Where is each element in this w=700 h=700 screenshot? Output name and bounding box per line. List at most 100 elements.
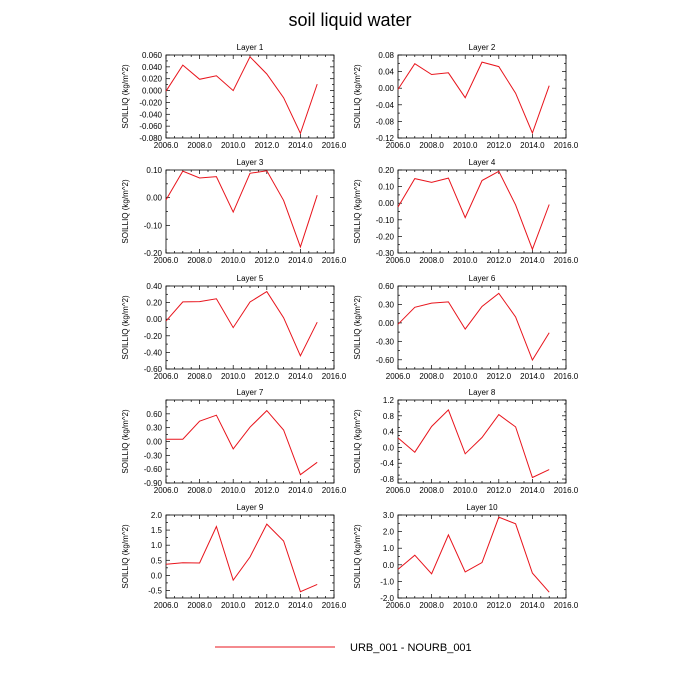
x-tick-label: 2006.0 [386, 141, 411, 150]
y-tick-label: 0.30 [146, 424, 162, 433]
y-axis-label: SOILLIQ (kg/m^2) [121, 409, 130, 474]
y-tick-label: 0.30 [378, 300, 394, 309]
x-tick-label: 2014.0 [288, 256, 313, 265]
y-tick-label: -0.4 [380, 459, 394, 468]
figure-title: soil liquid water [288, 10, 411, 30]
y-tick-label: -0.40 [144, 348, 163, 357]
y-tick-label: -0.12 [376, 134, 395, 143]
plot-frame [165, 285, 335, 370]
panel-title: Layer 6 [469, 274, 496, 283]
y-tick-label: -0.60 [144, 365, 163, 374]
y-tick-label: 2.0 [383, 528, 395, 537]
plot-frame [165, 169, 335, 254]
x-tick-label: 2016.0 [322, 486, 347, 495]
x-tick-label: 2012.0 [255, 372, 280, 381]
x-tick-label: 2010.0 [453, 486, 478, 495]
x-tick-label: 2016.0 [554, 601, 579, 610]
series-line [397, 170, 550, 251]
y-tick-label: -0.10 [144, 221, 163, 230]
y-tick-label: 0.00 [378, 199, 394, 208]
y-axis-label: SOILLIQ (kg/m^2) [121, 524, 130, 589]
x-tick-label: 2014.0 [520, 372, 545, 381]
x-tick-label: 2006.0 [154, 601, 179, 610]
panel-layer-5: Layer 5 SOILLIQ (kg/m^2) 2006.0 2008.0 2010.… [121, 274, 347, 381]
x-tick-label: 2006.0 [386, 601, 411, 610]
y-tick-label: -0.30 [376, 337, 395, 346]
y-tick-label: 0.0 [383, 443, 395, 452]
x-tick-label: 2012.0 [487, 256, 512, 265]
x-tick-label: 2010.0 [221, 372, 246, 381]
x-tick-label: 2016.0 [554, 256, 579, 265]
x-tick-label: 2008.0 [187, 141, 212, 150]
y-tick-label: 0.60 [146, 410, 162, 419]
y-tick-label: -0.10 [376, 216, 395, 225]
y-tick-label: -0.30 [376, 249, 395, 258]
y-tick-label: 0.020 [142, 75, 163, 84]
x-tick-label: 2010.0 [453, 372, 478, 381]
plot-frame [397, 169, 567, 254]
y-tick-label: 0.04 [378, 68, 394, 77]
y-tick-label: 0.08 [378, 51, 394, 60]
x-tick-label: 2012.0 [255, 486, 280, 495]
x-tick-label: 2010.0 [221, 141, 246, 150]
y-tick-label: 0.0 [383, 561, 395, 570]
x-tick-label: 2008.0 [187, 486, 212, 495]
y-axis-label: SOILLIQ (kg/m^2) [353, 409, 362, 474]
x-tick-label: 2010.0 [221, 486, 246, 495]
y-tick-label: -0.5 [148, 586, 162, 595]
panel-title: Layer 10 [466, 503, 498, 512]
x-tick-label: 2008.0 [187, 601, 212, 610]
y-tick-label: 1.2 [383, 396, 395, 405]
x-tick-label: 2012.0 [487, 141, 512, 150]
x-tick-label: 2012.0 [255, 141, 280, 150]
y-tick-label: -0.08 [376, 117, 395, 126]
x-tick-label: 2014.0 [288, 601, 313, 610]
plot-frame [397, 285, 567, 370]
y-tick-label: 0.20 [146, 299, 162, 308]
panel-layer-8: Layer 8 SOILLIQ (kg/m^2) 2006.0 2008.0 2010.… [353, 388, 579, 495]
panel-layer-2: Layer 2 SOILLIQ (kg/m^2) 2006.0 2008.0 2010.… [353, 43, 579, 150]
y-tick-label: 1.5 [151, 526, 163, 535]
y-tick-label: 0.5 [151, 556, 163, 565]
x-tick-label: 2006.0 [154, 486, 179, 495]
y-axis-label: SOILLIQ (kg/m^2) [353, 179, 362, 244]
panel-layer-1: Layer 1 SOILLIQ (kg/m^2) 2006.0 2008.0 2010.… [121, 43, 347, 150]
y-tick-label: -0.020 [139, 98, 162, 107]
y-tick-label: 0.60 [378, 282, 394, 291]
y-tick-label: 0.040 [142, 63, 163, 72]
plot-frame [165, 54, 335, 139]
x-tick-label: 2016.0 [322, 372, 347, 381]
y-tick-label: 0.4 [383, 428, 395, 437]
x-tick-label: 2010.0 [453, 256, 478, 265]
x-tick-label: 2016.0 [322, 141, 347, 150]
x-tick-label: 2008.0 [419, 141, 444, 150]
y-tick-label: 0.10 [146, 166, 162, 175]
x-tick-label: 2014.0 [520, 486, 545, 495]
x-tick-label: 2014.0 [288, 486, 313, 495]
panel-title: Layer 9 [237, 503, 264, 512]
x-tick-label: 2010.0 [453, 601, 478, 610]
panel-layer-7: Layer 7 SOILLIQ (kg/m^2) 2006.0 2008.0 2010.… [121, 388, 347, 495]
x-tick-label: 2016.0 [554, 372, 579, 381]
y-tick-label: -0.040 [139, 110, 162, 119]
x-tick-label: 2008.0 [187, 372, 212, 381]
y-tick-label: 0.00 [378, 84, 394, 93]
y-tick-label: -0.90 [144, 479, 163, 488]
panel-layer-4: Layer 4 SOILLIQ (kg/m^2) 2006.0 2008.0 2010.… [353, 158, 579, 265]
y-tick-label: -2.0 [380, 594, 394, 603]
x-tick-label: 2010.0 [221, 601, 246, 610]
x-tick-label: 2012.0 [255, 256, 280, 265]
panels: Layer 1 SOILLIQ (kg/m^2) 2006.0 2008.0 2010.… [121, 43, 579, 610]
x-tick-label: 2006.0 [154, 141, 179, 150]
y-tick-label: -0.20 [144, 249, 163, 258]
x-tick-label: 2008.0 [419, 601, 444, 610]
y-axis-label: SOILLIQ (kg/m^2) [121, 64, 130, 129]
y-tick-label: -0.080 [139, 134, 162, 143]
y-tick-label: 0.00 [146, 194, 162, 203]
legend-label: URB_001 - NOURB_001 [350, 642, 472, 654]
x-tick-label: 2010.0 [221, 256, 246, 265]
x-tick-label: 2008.0 [419, 486, 444, 495]
x-tick-label: 2008.0 [419, 256, 444, 265]
y-axis-label: SOILLIQ (kg/m^2) [353, 64, 362, 129]
plot-frame [397, 399, 567, 484]
